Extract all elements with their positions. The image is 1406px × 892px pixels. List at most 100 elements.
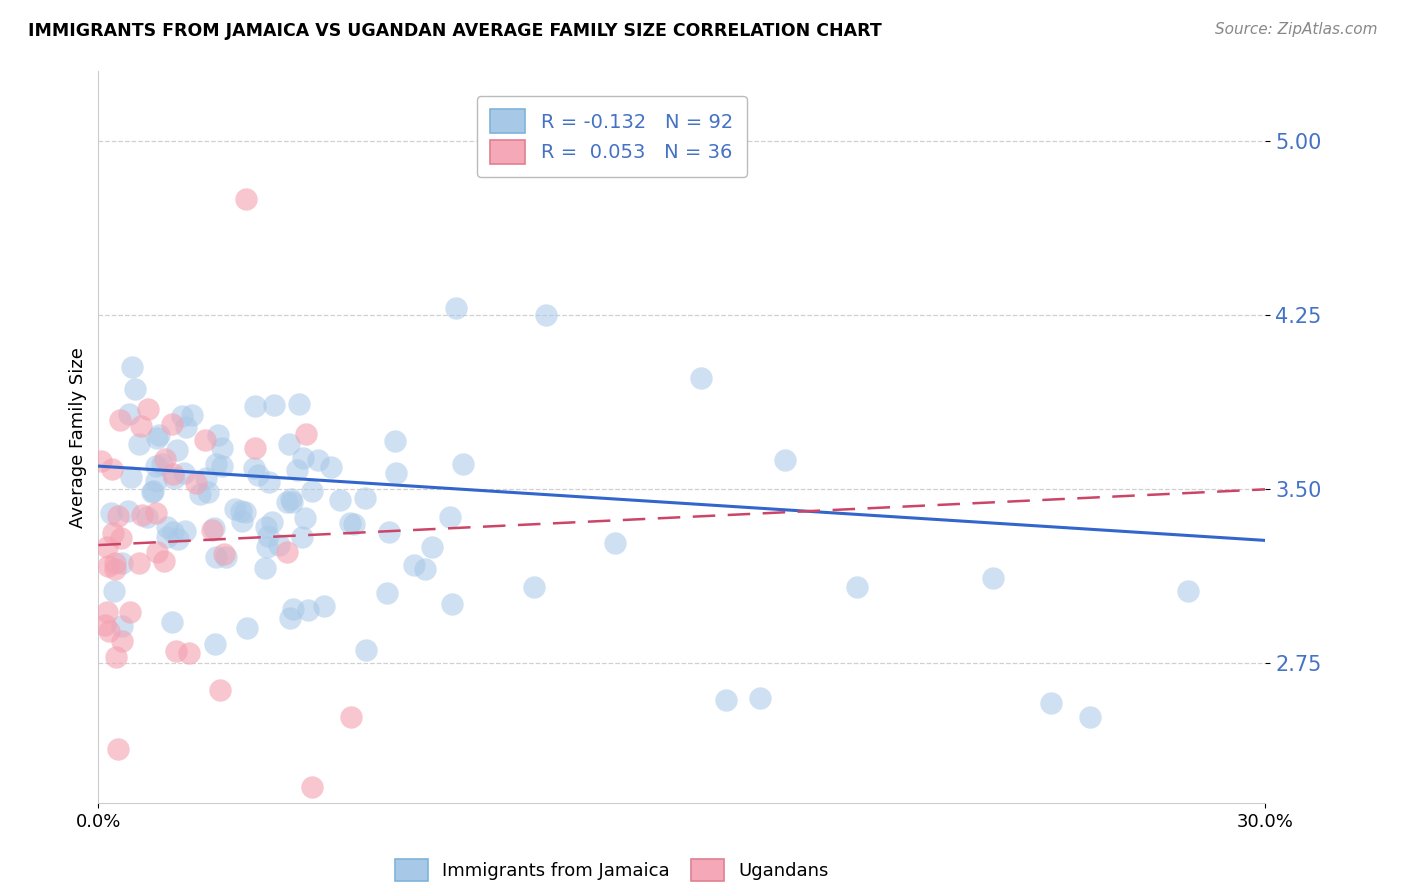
Point: [166, 443, 188, 458]
Point: [294, 511, 316, 525]
Point: [267, 538, 290, 552]
Point: [97, 559, 120, 574]
Point: [141, 485, 163, 500]
Point: [148, 428, 170, 442]
Point: [107, 742, 129, 756]
Point: [285, 463, 308, 477]
Point: [243, 461, 266, 475]
Point: [205, 550, 228, 565]
Point: [167, 532, 190, 546]
Point: [150, 457, 173, 471]
Point: [243, 400, 266, 414]
Point: [96, 541, 118, 555]
Point: [257, 529, 280, 543]
Point: [385, 466, 408, 480]
Point: [714, 693, 737, 707]
Point: [93, 618, 115, 632]
Point: [247, 468, 270, 483]
Point: [846, 580, 869, 594]
Point: [104, 556, 127, 570]
Point: [156, 520, 179, 534]
Point: [186, 475, 208, 490]
Point: [981, 570, 1004, 584]
Text: Source: ZipAtlas.com: Source: ZipAtlas.com: [1215, 22, 1378, 37]
Point: [384, 434, 406, 449]
Point: [260, 515, 283, 529]
Point: [121, 359, 143, 374]
Point: [215, 549, 238, 564]
Point: [101, 525, 124, 540]
Point: [145, 545, 167, 559]
Point: [120, 470, 142, 484]
Point: [263, 398, 285, 412]
Point: [160, 615, 183, 629]
Point: [314, 599, 336, 613]
Point: [201, 523, 224, 537]
Point: [235, 505, 257, 519]
Point: [128, 557, 150, 571]
Point: [343, 516, 366, 531]
Point: [236, 621, 259, 635]
Point: [205, 457, 228, 471]
Point: [90, 453, 112, 467]
Point: [439, 509, 461, 524]
Point: [163, 470, 186, 484]
Point: [96, 606, 118, 620]
Point: [211, 459, 233, 474]
Point: [118, 407, 141, 421]
Point: [110, 531, 132, 545]
Point: [420, 541, 443, 555]
Point: [294, 427, 316, 442]
Point: [202, 521, 225, 535]
Point: [117, 504, 139, 518]
Point: [136, 402, 159, 417]
Point: [254, 520, 277, 534]
Point: [100, 507, 122, 521]
Point: [278, 436, 301, 450]
Point: [307, 453, 329, 467]
Point: [231, 504, 253, 518]
Point: [108, 412, 131, 426]
Point: [105, 650, 128, 665]
Point: [157, 842, 180, 856]
Point: [534, 308, 557, 322]
Point: [162, 525, 184, 540]
Point: [207, 428, 229, 442]
Point: [297, 603, 319, 617]
Point: [1177, 584, 1199, 599]
Point: [156, 530, 179, 544]
Point: [173, 467, 195, 481]
Point: [690, 371, 713, 385]
Point: [180, 408, 202, 422]
Point: [280, 492, 302, 507]
Point: [256, 540, 278, 554]
Point: [209, 683, 232, 698]
Point: [378, 525, 401, 540]
Point: [773, 453, 796, 467]
Point: [166, 644, 188, 658]
Point: [748, 691, 770, 706]
Point: [291, 530, 314, 544]
Point: [170, 409, 193, 423]
Point: [146, 431, 169, 445]
Point: [145, 506, 167, 520]
Point: [339, 516, 361, 530]
Point: [224, 502, 246, 516]
Point: [1040, 696, 1063, 710]
Point: [291, 451, 314, 466]
Point: [243, 441, 266, 455]
Legend: Immigrants from Jamaica, Ugandans: Immigrants from Jamaica, Ugandans: [388, 852, 837, 888]
Point: [235, 192, 257, 206]
Point: [101, 462, 124, 476]
Point: [104, 562, 127, 576]
Point: [451, 457, 474, 471]
Point: [276, 545, 298, 559]
Point: [111, 634, 134, 648]
Point: [107, 508, 129, 523]
Point: [194, 433, 217, 447]
Point: [120, 605, 142, 619]
Point: [153, 452, 176, 467]
Point: [211, 441, 233, 455]
Point: [276, 495, 298, 509]
Point: [97, 624, 120, 638]
